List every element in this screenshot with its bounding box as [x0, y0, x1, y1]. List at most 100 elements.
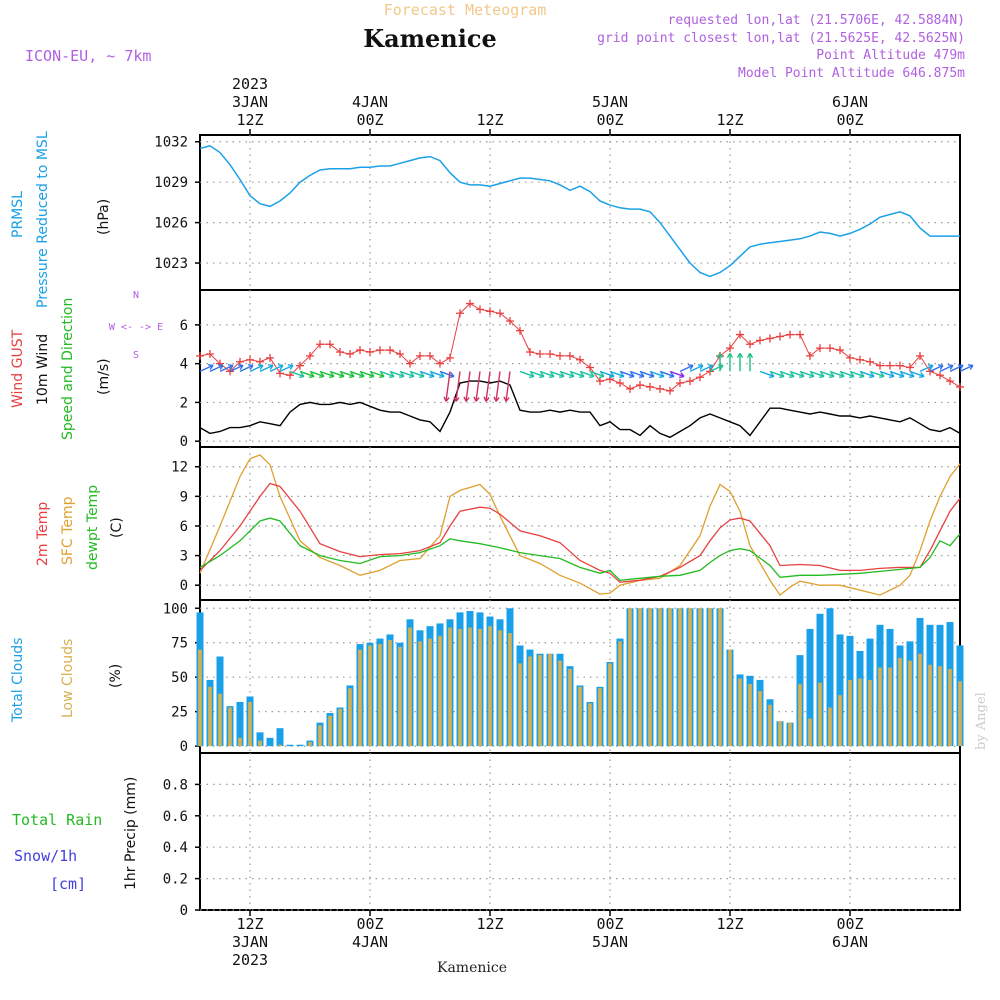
direction-arrow	[319, 370, 335, 378]
direction-arrowhead	[298, 372, 305, 379]
gust-marker	[816, 344, 824, 353]
gust-marker	[466, 299, 474, 308]
y-tick-label: 2	[180, 395, 188, 411]
gust-marker	[556, 351, 564, 360]
direction-arrowhead	[568, 372, 575, 379]
gust-marker	[826, 344, 834, 353]
direction-arrowhead	[453, 396, 460, 402]
gust-marker	[736, 330, 744, 339]
direction-arrowhead	[287, 364, 294, 370]
direction-arrow	[649, 370, 665, 378]
direction-arrow	[659, 370, 675, 378]
low-cloud-bar	[848, 679, 852, 747]
sfc-temp-line	[199, 454, 961, 597]
direction-arrowhead	[408, 372, 415, 379]
direction-arrow	[859, 370, 875, 378]
panel-pressure: 1032 1029 1026 1023	[154, 134, 961, 291]
gust-marker	[686, 377, 694, 386]
pressure-msl-label: Pressure Reduced to MSL	[35, 131, 51, 308]
direction-arrowhead	[808, 372, 815, 379]
gust-marker	[356, 346, 364, 355]
direction-arrow	[889, 370, 905, 378]
low-cloud-bar	[798, 684, 802, 747]
low-cloud-bar	[538, 655, 542, 747]
direction-arrowhead	[378, 372, 385, 379]
bottom-x-label: 5JAN	[592, 933, 628, 951]
gust-marker	[506, 317, 514, 326]
watermark: by Angel	[974, 692, 989, 750]
low-cloud-bar	[218, 693, 222, 747]
direction-arrowhead	[746, 353, 754, 359]
low-cloud-bar	[958, 681, 962, 747]
total-cloud-bar	[816, 613, 824, 747]
direction-arrow	[209, 364, 224, 373]
precip-mm-label: 1hr Precip (mm)	[123, 777, 139, 890]
y-tick-label: 0	[180, 903, 188, 919]
wind-line	[199, 380, 961, 439]
direction-arrow	[619, 370, 635, 378]
gust-marker	[386, 346, 394, 355]
direction-arrowhead	[338, 372, 345, 379]
direction-arrowhead	[678, 372, 685, 379]
low-cloud-bar	[608, 663, 612, 747]
total-cloud-bar	[286, 744, 294, 747]
direction-arrow	[519, 370, 535, 378]
compass-n: N	[133, 290, 139, 301]
direction-arrow	[699, 364, 714, 373]
footer-location: Kamenice	[437, 960, 507, 976]
point-altitude: Point Altitude 479m	[816, 48, 965, 63]
direction-arrowhead	[898, 372, 905, 379]
ms-label: (m/s)	[96, 358, 112, 395]
low-cloud-bar	[738, 678, 742, 747]
direction-arrow	[569, 370, 585, 378]
low-cloud-bar	[858, 678, 862, 747]
low-cloud-bar	[368, 645, 372, 747]
bottom-x-label: 6JAN	[832, 933, 868, 951]
panel-frame	[199, 289, 961, 448]
low-cloud-bar	[908, 660, 912, 747]
y-tick-label: 0	[180, 739, 188, 755]
percent-label: (%)	[108, 664, 124, 688]
direction-arrowhead	[493, 396, 500, 402]
gust-marker	[316, 340, 324, 349]
gust-marker	[416, 351, 424, 360]
bottom-x-label: 2023	[232, 951, 268, 969]
low-cloud-bar	[568, 668, 572, 747]
low-cloud-bar	[828, 707, 832, 747]
low-cloud-bar	[498, 630, 502, 747]
gust-marker	[246, 355, 254, 364]
direction-arrow	[369, 370, 385, 378]
low-cloud-bar	[818, 682, 822, 747]
temp-labels: 2m Temp SFC Temp dewpt Temp (C)	[35, 485, 125, 570]
gust-marker	[956, 382, 964, 391]
direction-arrowhead	[726, 353, 734, 359]
direction-arrowhead	[247, 364, 254, 370]
gust-marker	[916, 351, 924, 360]
direction-arrow	[769, 370, 785, 378]
direction-arrowhead	[348, 372, 355, 379]
direction-arrowhead	[908, 372, 915, 379]
10m-wind-label: 10m Wind	[35, 334, 51, 405]
bottom-x-label: 12Z	[716, 915, 743, 933]
direction-arrowhead	[503, 396, 510, 402]
low-cloud-bar	[778, 721, 782, 747]
gust-marker	[596, 377, 604, 386]
cm-label: [cm]	[50, 875, 86, 893]
gust-marker	[876, 361, 884, 370]
low-cloud-bar	[698, 608, 702, 747]
direction-arrow	[809, 370, 825, 378]
direction-arrow	[219, 364, 234, 373]
direction-arrow	[229, 364, 244, 373]
low-cloud-bar	[398, 646, 402, 747]
direction-arrowhead	[838, 372, 845, 379]
direction-arrow	[299, 370, 315, 378]
gust-marker	[726, 344, 734, 353]
low-cloud-bar	[868, 679, 872, 747]
direction-arrow	[349, 370, 365, 378]
direction-arrow	[589, 370, 605, 378]
total-cloud-bar	[276, 728, 284, 747]
direction-arrowhead	[788, 372, 795, 379]
low-cloud-bar	[648, 608, 652, 747]
top-x-label: 00Z	[356, 111, 383, 129]
top-x-label: 12Z	[476, 111, 503, 129]
